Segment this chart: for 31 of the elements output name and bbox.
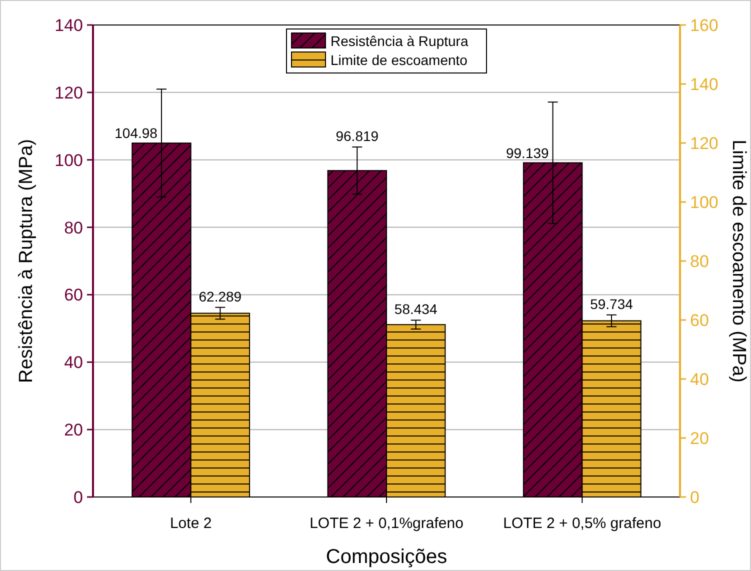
data-label: 62.289 — [198, 288, 242, 304]
y-tick-label: 140 — [54, 16, 83, 35]
x-axis-title: Composições — [326, 546, 448, 568]
y-axis-title: Resistência à Ruptura (MPa) — [16, 139, 37, 383]
y2-tick-label: 160 — [690, 16, 718, 35]
y2-tick-label: 0 — [690, 488, 700, 507]
data-label: 59.734 — [590, 296, 634, 312]
data-label: 104.98 — [114, 125, 158, 142]
legend-label: Resistência à Ruptura — [330, 33, 468, 49]
y2-tick-label: 100 — [690, 193, 718, 212]
data-label: 58.434 — [394, 301, 438, 318]
x-tick-label: LOTE 2 + 0,1%grafeno — [310, 515, 464, 532]
y2-tick-label: 40 — [690, 370, 709, 389]
data-label: 96.819 — [336, 128, 379, 144]
y-tick-label: 120 — [54, 83, 83, 102]
y2-tick-label: 80 — [690, 252, 709, 271]
x-tick-label: LOTE 2 + 0,5% grafeno — [503, 515, 662, 532]
y-tick-label: 0 — [74, 488, 83, 507]
y-tick-label: 20 — [64, 420, 83, 440]
y-tick-label: 100 — [54, 150, 83, 170]
y2-tick-label: 120 — [690, 134, 718, 153]
y2-tick-label: 20 — [690, 429, 709, 448]
y-tick-label: 80 — [64, 218, 83, 238]
data-label: 99.139 — [506, 144, 550, 161]
y2-axis-title: Limite de escoamento (MPa) — [728, 140, 749, 382]
x-tick-label: Lote 2 — [170, 515, 212, 532]
y2-tick-label: 140 — [690, 75, 718, 94]
y2-tick-label: 60 — [690, 311, 709, 330]
y-tick-label: 40 — [64, 353, 83, 372]
legend-label: Limite de escoamento — [330, 52, 468, 68]
y-tick-label: 60 — [64, 286, 83, 305]
